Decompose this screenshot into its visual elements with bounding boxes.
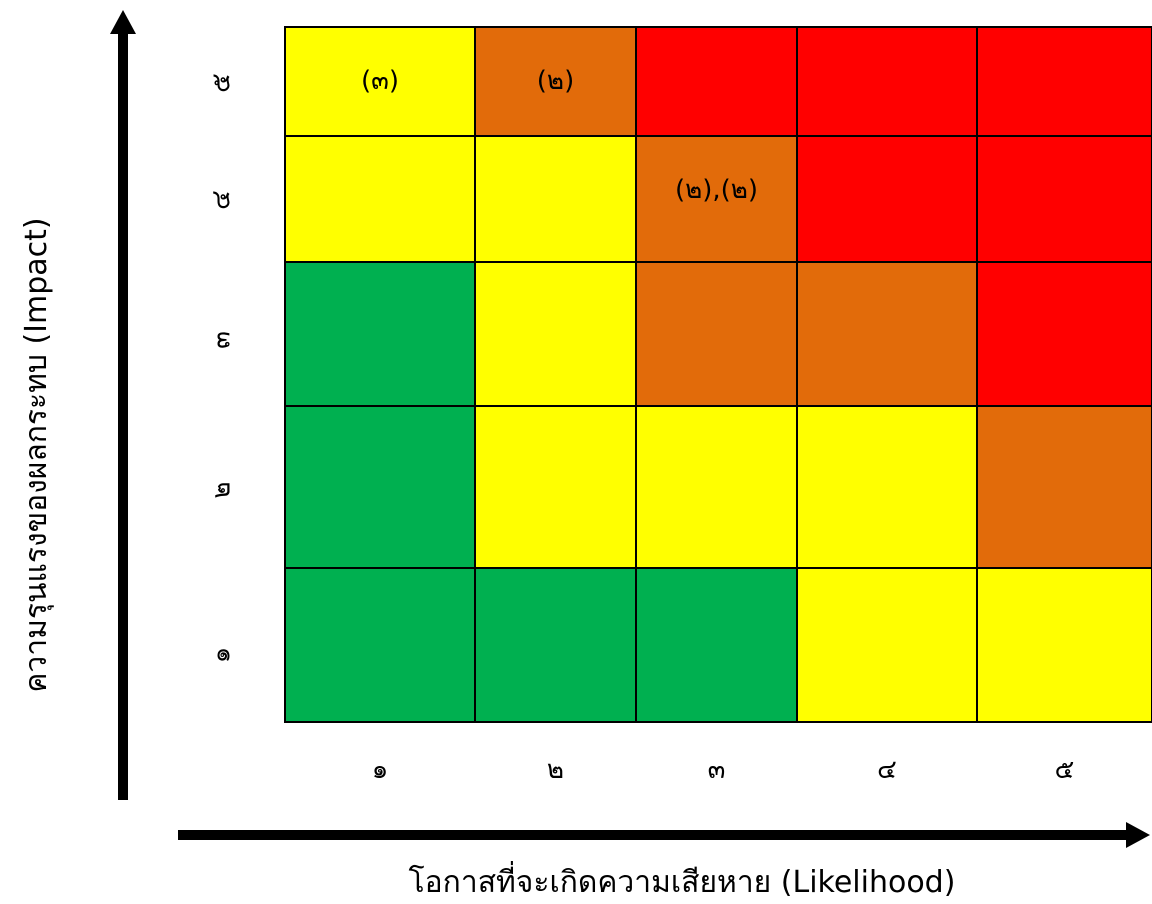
cell-label-l3-i4: (๒),(๒) bbox=[675, 175, 758, 205]
x-tick-label-4: ๔ bbox=[877, 755, 897, 785]
cell-l1-i3 bbox=[284, 261, 476, 407]
cell-l1-i4 bbox=[284, 135, 476, 263]
y-tick-label-1: ๑ bbox=[207, 647, 237, 664]
cell-l4-i3 bbox=[796, 261, 978, 407]
cell-l3-i5 bbox=[635, 26, 798, 137]
cell-l5-i1 bbox=[976, 567, 1152, 723]
cell-l1-i1 bbox=[284, 567, 476, 723]
cell-l2-i5 bbox=[474, 26, 637, 137]
cell-l4-i2 bbox=[796, 405, 978, 569]
heatmap-cells bbox=[284, 26, 1152, 723]
y-tick-labels: ๑ ๒ ๓ ๔ ๕ bbox=[207, 73, 237, 663]
cell-l4-i1 bbox=[796, 567, 978, 723]
y-axis-arrow bbox=[110, 10, 136, 800]
cell-l3-i4 bbox=[635, 135, 798, 263]
cell-l5-i5 bbox=[976, 26, 1152, 137]
y-tick-label-4: ๔ bbox=[207, 190, 237, 210]
x-tick-label-3: ๓ bbox=[708, 755, 726, 785]
cell-l5-i2 bbox=[976, 405, 1152, 569]
cell-l3-i1 bbox=[635, 567, 798, 723]
cell-l2-i4 bbox=[474, 135, 637, 263]
cell-l1-i2 bbox=[284, 405, 476, 569]
cell-l3-i2 bbox=[635, 405, 798, 569]
cell-l2-i1 bbox=[474, 567, 637, 723]
y-tick-label-3: ๓ bbox=[207, 331, 237, 349]
cell-l2-i2 bbox=[474, 405, 637, 569]
y-tick-label-2: ๒ bbox=[207, 481, 237, 498]
x-tick-labels: ๑ ๒ ๓ ๔ ๕ bbox=[372, 755, 1075, 785]
cell-l2-i3 bbox=[474, 261, 637, 407]
x-tick-label-2: ๒ bbox=[547, 755, 564, 785]
y-axis-title: ความรุนแรงของผลกระทบ (Impact) bbox=[19, 217, 55, 692]
cell-label-l2-i5: (๒) bbox=[537, 66, 574, 96]
x-tick-label-1: ๑ bbox=[372, 755, 389, 785]
cell-l1-i5 bbox=[284, 26, 476, 137]
cell-l3-i3 bbox=[635, 261, 798, 407]
y-tick-label-5: ๕ bbox=[207, 73, 237, 93]
cell-l4-i4 bbox=[796, 135, 978, 263]
x-tick-label-5: ๕ bbox=[1055, 755, 1075, 785]
cell-l5-i4 bbox=[976, 135, 1152, 263]
x-axis-title: โอกาสที่จะเกิดความเสียหาย (Likelihood) bbox=[409, 861, 956, 900]
cell-l4-i5 bbox=[796, 26, 978, 137]
x-axis-arrow bbox=[178, 822, 1150, 848]
cell-label-l1-i5: (๓) bbox=[361, 66, 399, 96]
cell-l5-i3 bbox=[976, 261, 1152, 407]
heatmap-cell-labels: (๓) (๒) (๒),(๒) bbox=[361, 66, 758, 205]
